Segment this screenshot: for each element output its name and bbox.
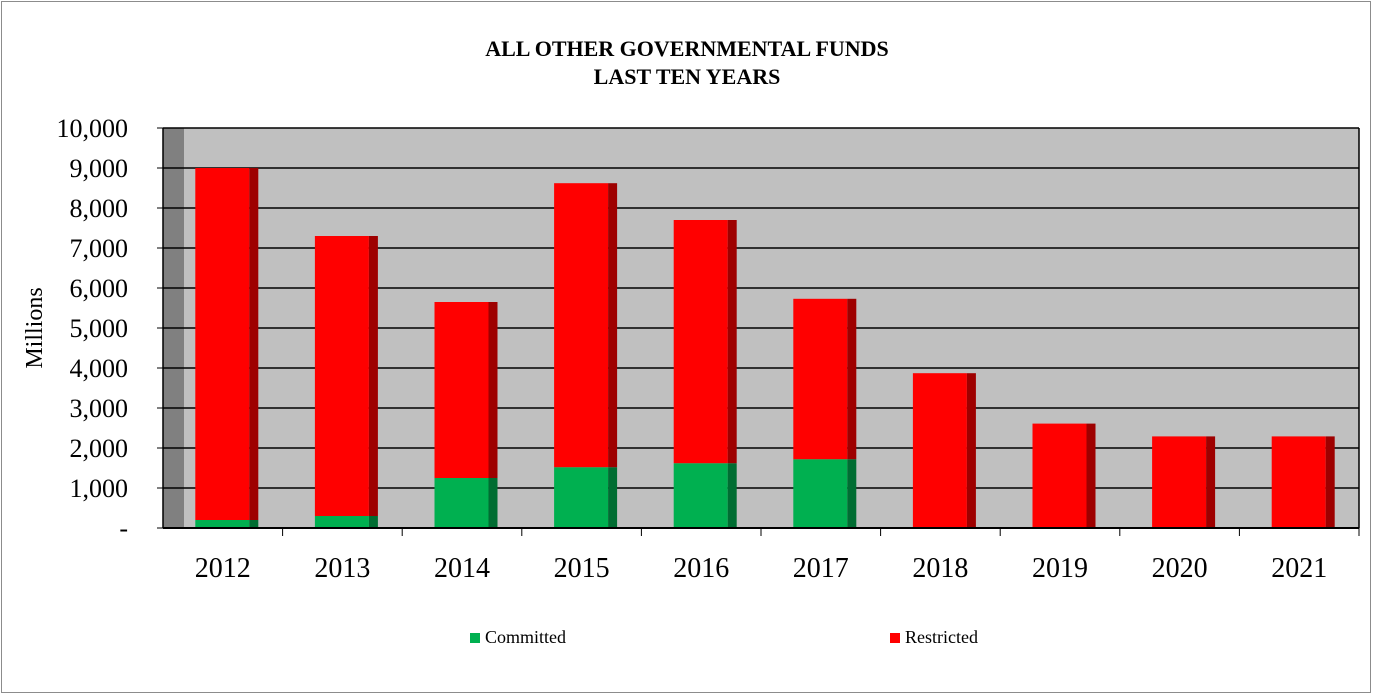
bar-side-committed-2015 <box>608 467 618 528</box>
x-tick-label-2017: 2017 <box>793 553 849 584</box>
legend-swatch-restricted <box>890 632 900 643</box>
x-tick-label-2019: 2019 <box>1032 553 1088 584</box>
y-tick-label: 9,000 <box>70 154 129 183</box>
bar-side-restricted-2020 <box>1206 436 1216 528</box>
x-tick-label-2013: 2013 <box>314 553 370 584</box>
chart-title: ALL OTHER GOVERNMENTAL FUNDS <box>485 36 889 61</box>
y-tick-label: 6,000 <box>70 274 129 303</box>
bar-restricted-2013 <box>314 236 369 516</box>
x-tick-label-2015: 2015 <box>554 553 610 584</box>
bar-restricted-2016 <box>673 220 728 464</box>
y-tick-label: 7,000 <box>70 234 129 263</box>
bar-restricted-2021 <box>1271 436 1326 528</box>
bar-side-committed-2016 <box>727 463 737 528</box>
bar-restricted-2014 <box>434 302 489 478</box>
x-tick-label-2014: 2014 <box>434 553 490 584</box>
bar-restricted-2020 <box>1152 436 1207 528</box>
bar-side-restricted-2018 <box>966 373 976 528</box>
bar-side-restricted-2017 <box>847 298 857 460</box>
y-tick-label: 8,000 <box>70 194 129 223</box>
bar-side-restricted-2015 <box>608 183 618 468</box>
y-tick-label: 1,000 <box>70 474 129 503</box>
chart-subtitle: LAST TEN YEARS <box>593 64 781 89</box>
bar-side-restricted-2014 <box>488 302 498 478</box>
y-tick-label: - <box>119 514 128 543</box>
bar-restricted-2018 <box>912 373 967 528</box>
bar-side-restricted-2021 <box>1325 436 1335 528</box>
y-tick-label: 4,000 <box>70 354 129 383</box>
bar-restricted-2017 <box>793 298 848 460</box>
bar-side-committed-2014 <box>488 478 498 528</box>
legend-label-restricted: Restricted <box>905 627 978 647</box>
bar-side-restricted-2012 <box>249 168 259 520</box>
y-tick-label: 2,000 <box>70 434 129 463</box>
bar-side-committed-2012 <box>249 520 259 528</box>
bar-restricted-2019 <box>1032 423 1087 528</box>
bar-side-committed-2013 <box>368 516 378 528</box>
y-tick-label: 10,000 <box>57 114 129 143</box>
x-tick-label-2020: 2020 <box>1152 553 1208 584</box>
bar-side-restricted-2019 <box>1086 423 1096 528</box>
bar-committed-2017 <box>793 459 848 528</box>
bar-committed-2015 <box>554 467 609 528</box>
legend-item-restricted: Restricted <box>890 627 978 648</box>
legend-swatch-committed <box>470 632 480 643</box>
legend-item-committed: Committed <box>470 627 566 648</box>
bar-committed-2016 <box>673 463 728 528</box>
y-axis-title: Millions <box>22 287 48 368</box>
bar-side-restricted-2013 <box>368 236 378 516</box>
x-tick-label-2018: 2018 <box>912 553 968 584</box>
bar-committed-2012 <box>195 520 250 528</box>
bar-restricted-2015 <box>554 183 609 468</box>
x-tick-label-2021: 2021 <box>1271 553 1327 584</box>
bar-side-committed-2017 <box>847 459 857 528</box>
bar-side-restricted-2016 <box>727 220 737 464</box>
y-tick-label: 5,000 <box>70 314 129 343</box>
y-tick-label: 3,000 <box>70 394 129 423</box>
bar-committed-2013 <box>314 516 369 528</box>
x-tick-label-2016: 2016 <box>673 553 729 584</box>
bar-committed-2014 <box>434 478 489 528</box>
bar-restricted-2012 <box>195 168 250 520</box>
legend-label-committed: Committed <box>485 627 566 647</box>
x-tick-label-2012: 2012 <box>195 553 251 584</box>
